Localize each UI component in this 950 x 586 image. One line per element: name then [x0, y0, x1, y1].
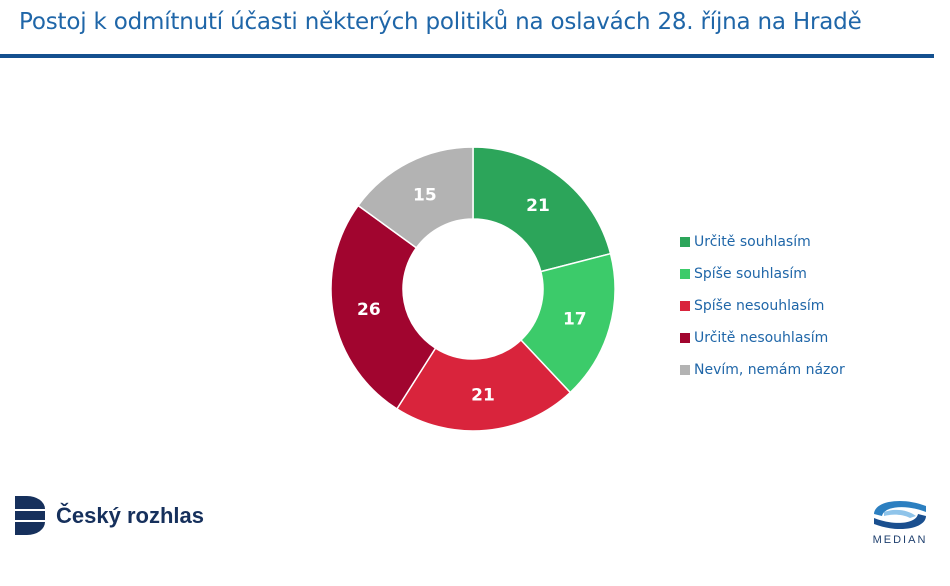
median-mark-icon [874, 500, 926, 530]
donut-data-label-4: 26 [357, 300, 381, 320]
legend-swatch-4 [680, 333, 690, 343]
legend-label-3: Spíše nesouhlasím [694, 298, 825, 314]
cesky-rozhlas-logo: Český rozhlas [15, 496, 204, 535]
legend-swatch-5 [680, 365, 690, 375]
donut-data-label-5: 15 [413, 186, 437, 206]
title-divider [0, 54, 934, 58]
legend-item-2: Spíše souhlasím [680, 258, 845, 290]
cesky-rozhlas-mark-icon [15, 496, 45, 535]
legend-item-3: Spíše nesouhlasím [680, 290, 845, 322]
median-name: MEDIAN [872, 534, 928, 546]
legend-swatch-1 [680, 237, 690, 247]
legend-item-4: Určitě nesouhlasím [680, 322, 845, 354]
legend-label-1: Určitě souhlasím [694, 234, 811, 250]
legend-swatch-3 [680, 301, 690, 311]
legend-label-5: Nevím, nemám názor [694, 362, 845, 378]
chart-legend: Určitě souhlasím Spíše souhlasím Spíše nes… [680, 226, 845, 386]
donut-data-label-3: 21 [471, 386, 495, 406]
legend-label-2: Spíše souhlasím [694, 266, 807, 282]
donut-data-label-1: 21 [526, 196, 550, 216]
legend-swatch-2 [680, 269, 690, 279]
donut-slice-5 [357, 146, 474, 249]
donut-slice-2 [519, 252, 616, 394]
donut-slice-3 [395, 338, 572, 432]
legend-item-1: Určitě souhlasím [680, 226, 845, 258]
page-title: Postoj k odmítnutí účasti některých poli… [19, 9, 862, 35]
legend-item-5: Nevím, nemám názor [680, 354, 845, 386]
cesky-rozhlas-name: Český rozhlas [56, 502, 204, 528]
donut-slice-4 [330, 204, 437, 410]
median-logo: MEDIAN [866, 498, 934, 546]
donut-slice-1 [472, 146, 612, 273]
donut-data-label-2: 17 [563, 310, 587, 330]
legend-label-4: Určitě nesouhlasím [694, 330, 829, 346]
